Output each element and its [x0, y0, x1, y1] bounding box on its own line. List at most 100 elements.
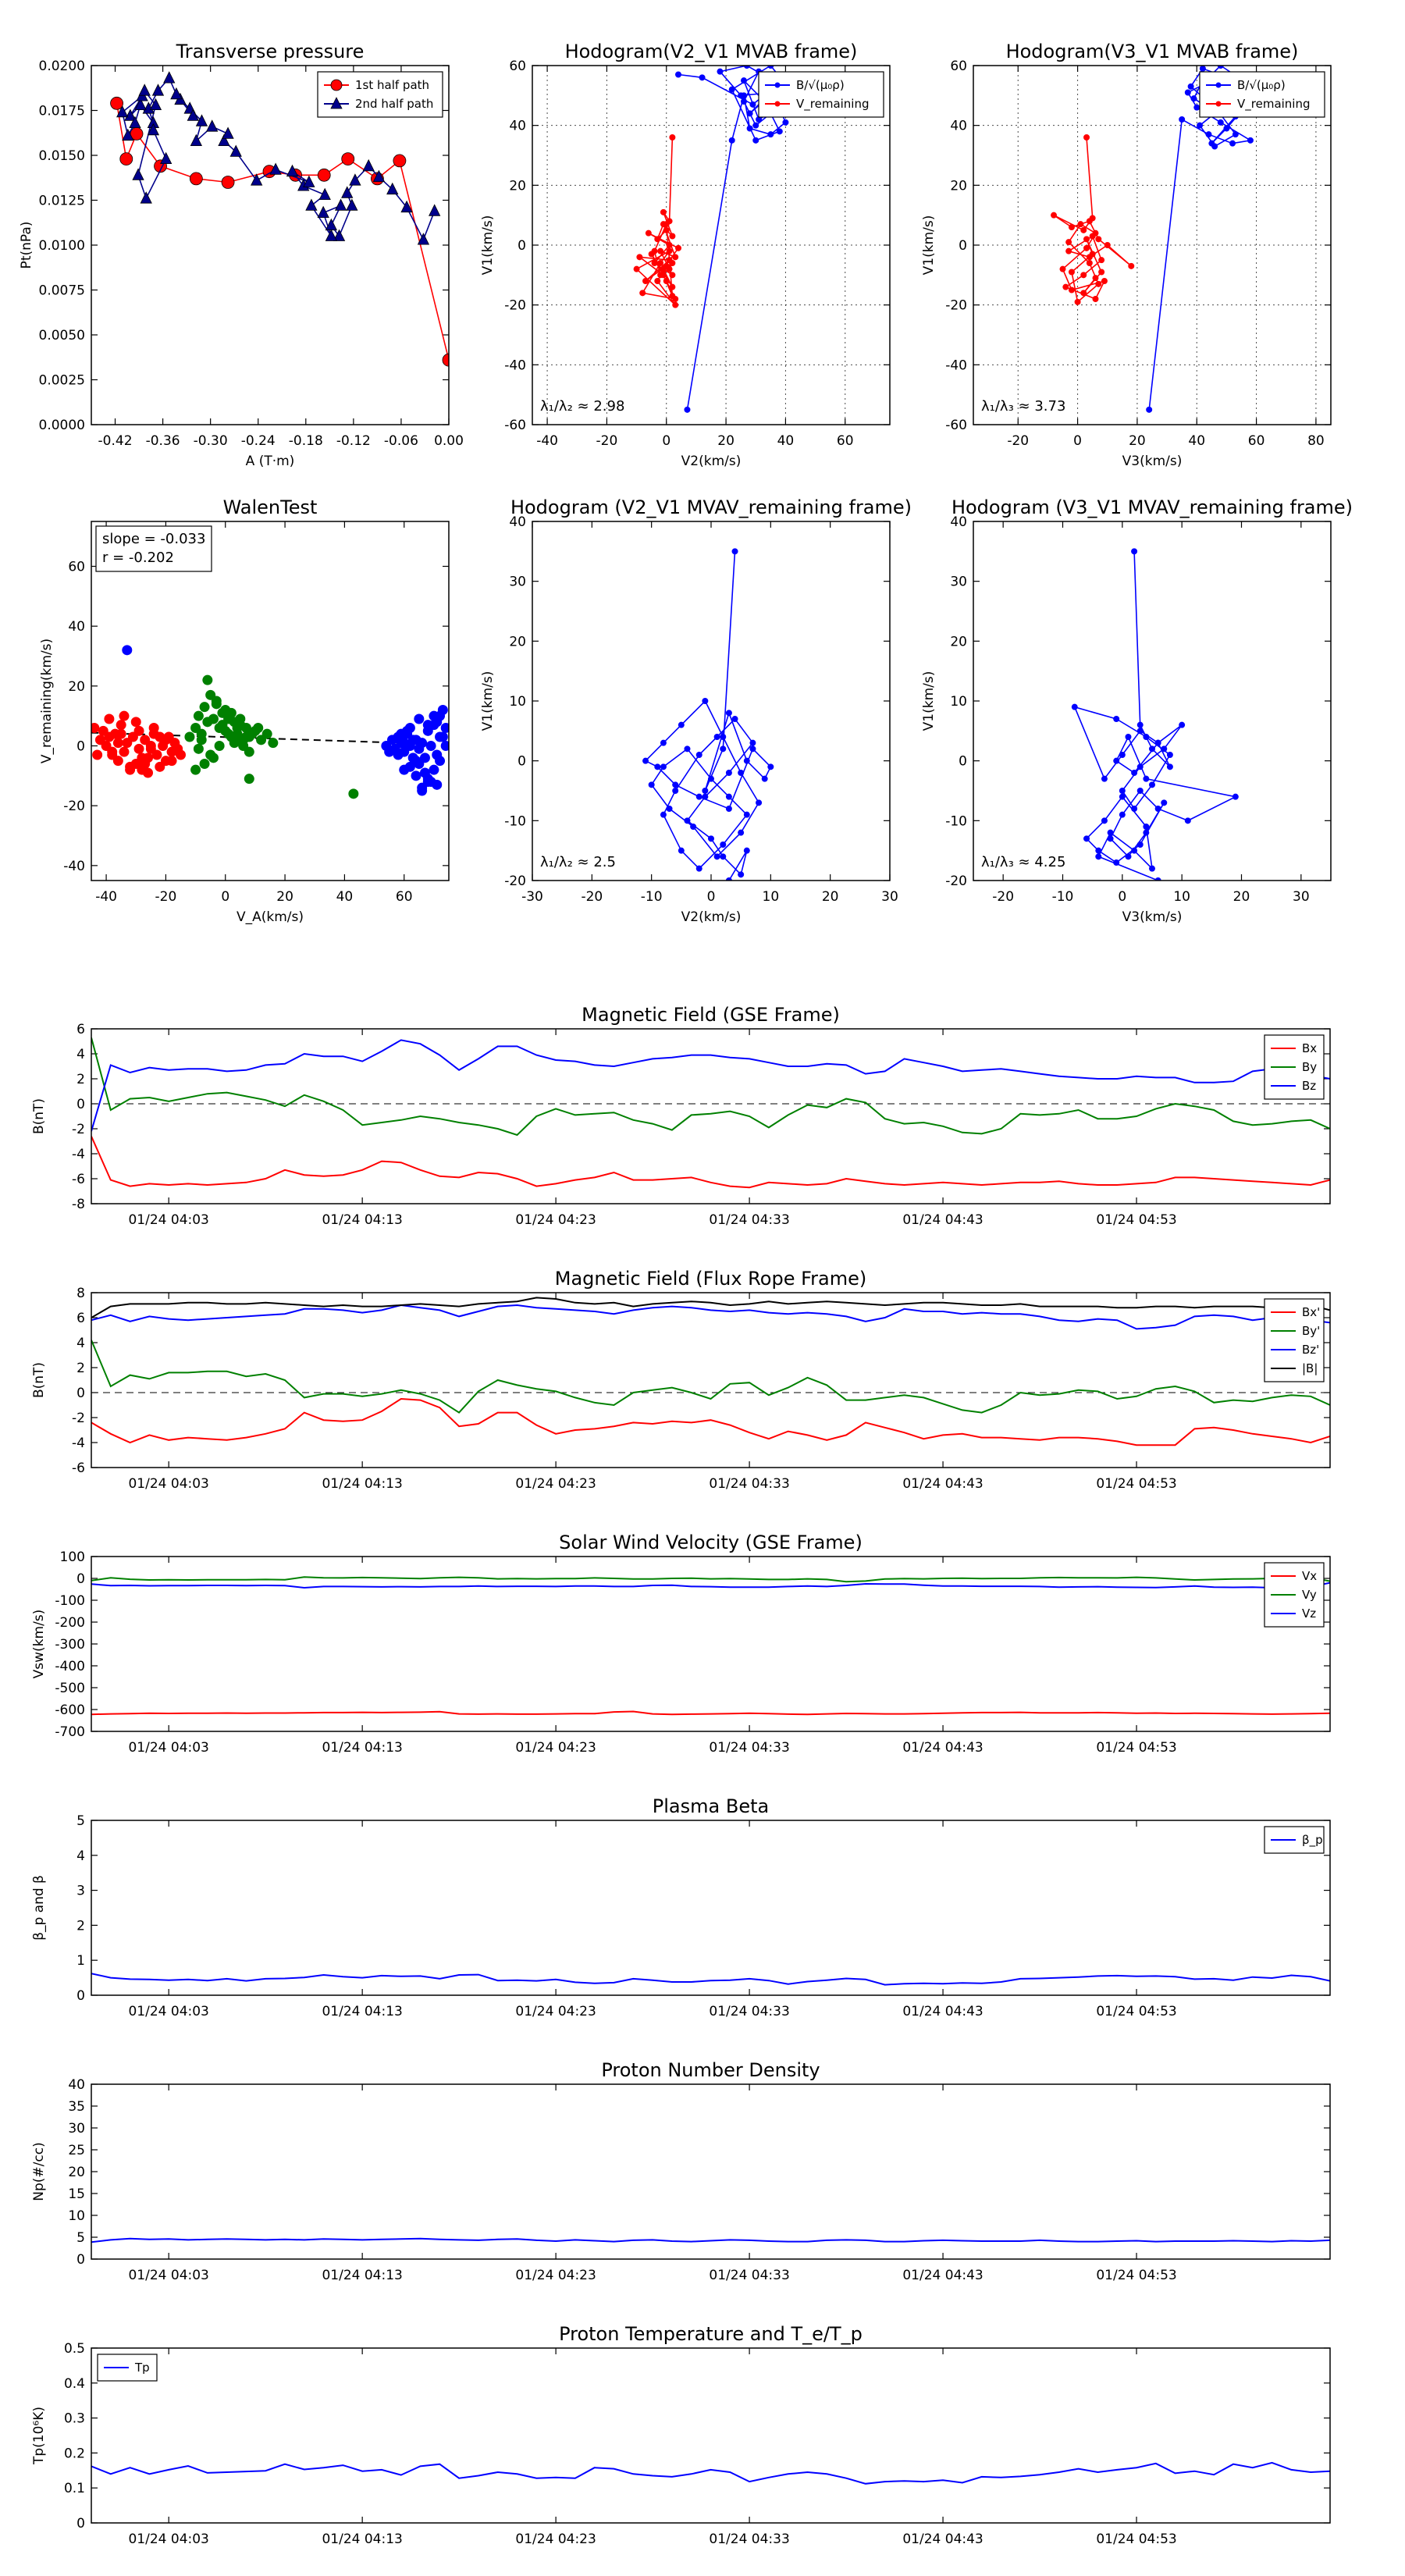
data-point: [1068, 286, 1075, 294]
chart-title: Hodogram (V2_V1 MVAV_remaining frame): [510, 496, 912, 518]
series-line: [91, 1304, 1330, 1330]
data-point: [1143, 775, 1150, 782]
x-tick-label: 01/24 04:43: [902, 1476, 983, 1492]
legend-label: Bx': [1302, 1305, 1320, 1319]
data-point: [404, 723, 415, 733]
y-tick-label: 40: [509, 119, 526, 134]
legend: β_p: [1264, 1826, 1325, 1854]
data-point: [1154, 877, 1161, 881]
legend-marker: [330, 79, 343, 91]
data-point: [193, 743, 204, 754]
data-point: [341, 186, 354, 198]
x-tick-label: 01/24 04:03: [128, 2532, 208, 2547]
y-tick-label: 25: [68, 2143, 85, 2158]
y-tick-label: -2: [72, 1411, 85, 1426]
data-point: [1125, 734, 1132, 740]
chart-2: Hodogram(V3_V1 MVAB frame) -20 0 20 40 60 80 -6…: [921, 41, 1332, 469]
legend-frame: [758, 71, 884, 118]
plot-frame: [973, 521, 1332, 881]
data-point: [1119, 752, 1126, 758]
data-point: [148, 723, 159, 733]
data-point: [699, 74, 706, 81]
y-tick-label: 0: [76, 1386, 85, 1401]
data-point: [669, 283, 676, 290]
data-point: [1086, 260, 1093, 266]
y-tick-label: 8: [76, 1286, 85, 1301]
data-point: [1199, 66, 1206, 72]
fit-stats-text: slope = -0.033: [102, 531, 205, 547]
data-point: [666, 247, 673, 254]
data-point: [1190, 95, 1197, 102]
data-point: [1095, 280, 1102, 287]
data-point: [107, 746, 118, 757]
data-point: [1149, 865, 1155, 872]
y-tick-label: -40: [945, 358, 967, 373]
y-axis-label: V1(km/s): [480, 215, 496, 276]
x-tick-label: 01/24 04:13: [322, 1476, 402, 1492]
data-point: [728, 86, 735, 93]
data-point: [119, 152, 133, 166]
data-point: [417, 233, 430, 245]
data-point: [1098, 257, 1105, 264]
y-tick-label: -40: [63, 859, 85, 874]
chart-3: WalenTest -40 -20 0 20 40 60 -40 -20 0 20 40 60 V_A(k…: [39, 496, 450, 925]
data-point: [124, 109, 137, 121]
x-tick-label: 80: [1307, 433, 1325, 449]
y-axis-label: Vsw(km/s): [31, 1610, 47, 1679]
data-point: [645, 229, 652, 237]
x-tick-label: 01/24 04:33: [709, 2268, 789, 2283]
y-axis-label: V1(km/s): [480, 671, 496, 731]
data-point: [740, 77, 747, 84]
data-point: [684, 745, 691, 753]
data-point: [740, 98, 747, 105]
x-tick-label: 01/24 04:13: [322, 2268, 402, 2283]
data-point: [738, 92, 745, 99]
chart-8: Solar Wind Velocity (GSE Frame) 01/24 04:…: [31, 1532, 1331, 1756]
plot-frame: [532, 521, 891, 881]
y-tick-label: 20: [68, 2165, 85, 2180]
ratio-annotation: λ₁/λ₃ ≈ 4.25: [981, 854, 1065, 870]
x-axis-label: V2(km/s): [681, 909, 742, 925]
data-point: [386, 182, 399, 195]
x-tick-label: -20: [1007, 433, 1029, 449]
y-tick-label: 2: [76, 1072, 85, 1087]
data-point: [104, 713, 115, 724]
data-point: [1083, 236, 1090, 243]
data-point: [746, 110, 753, 117]
data-point: [1131, 548, 1138, 555]
data-point: [1208, 140, 1215, 147]
data-point: [362, 158, 375, 172]
data-point: [761, 775, 768, 782]
x-tick-label: 01/24 04:03: [128, 1476, 208, 1492]
y-tick-label: -200: [55, 1615, 85, 1631]
data-point: [1131, 847, 1138, 854]
data-point: [654, 236, 661, 243]
data-point: [633, 265, 640, 272]
data-point: [334, 198, 347, 211]
data-point: [348, 788, 359, 799]
data-point: [393, 749, 404, 760]
data-point: [110, 96, 123, 110]
data-point: [147, 123, 160, 136]
data-point: [94, 735, 105, 745]
data-point: [782, 119, 789, 126]
series-line: [91, 2461, 1330, 2485]
data-point: [170, 87, 183, 100]
data-point: [1080, 226, 1087, 233]
x-tick-label: -0.06: [384, 433, 418, 449]
y-axis-label: V1(km/s): [921, 671, 937, 731]
data-point: [1080, 272, 1087, 279]
legend-frame: [1199, 71, 1325, 118]
data-point: [1184, 817, 1191, 824]
data-point: [1217, 66, 1224, 69]
chart-4: Hodogram (V2_V1 MVAV_remaining frame) -30…: [480, 496, 912, 925]
data-point: [720, 853, 727, 860]
data-point: [151, 749, 162, 760]
legend-label: Vz: [1302, 1606, 1316, 1621]
plot-area: [91, 2237, 1330, 2243]
data-point: [1143, 734, 1150, 740]
x-tick-label: 01/24 04:13: [322, 2532, 402, 2547]
data-point: [176, 749, 186, 760]
data-point: [752, 122, 759, 129]
data-point: [217, 720, 228, 731]
